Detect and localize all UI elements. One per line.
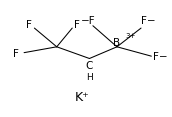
Text: F: F [13,49,18,59]
Text: C: C [86,61,93,71]
Text: F: F [26,20,32,30]
Text: B: B [113,38,121,48]
Text: 3+: 3+ [126,33,136,39]
Text: −F: −F [80,16,95,26]
Text: F−: F− [153,52,167,62]
Text: F−: F− [141,16,155,26]
Text: K⁺: K⁺ [75,91,90,104]
Text: H: H [86,73,93,82]
Text: F: F [74,20,80,30]
